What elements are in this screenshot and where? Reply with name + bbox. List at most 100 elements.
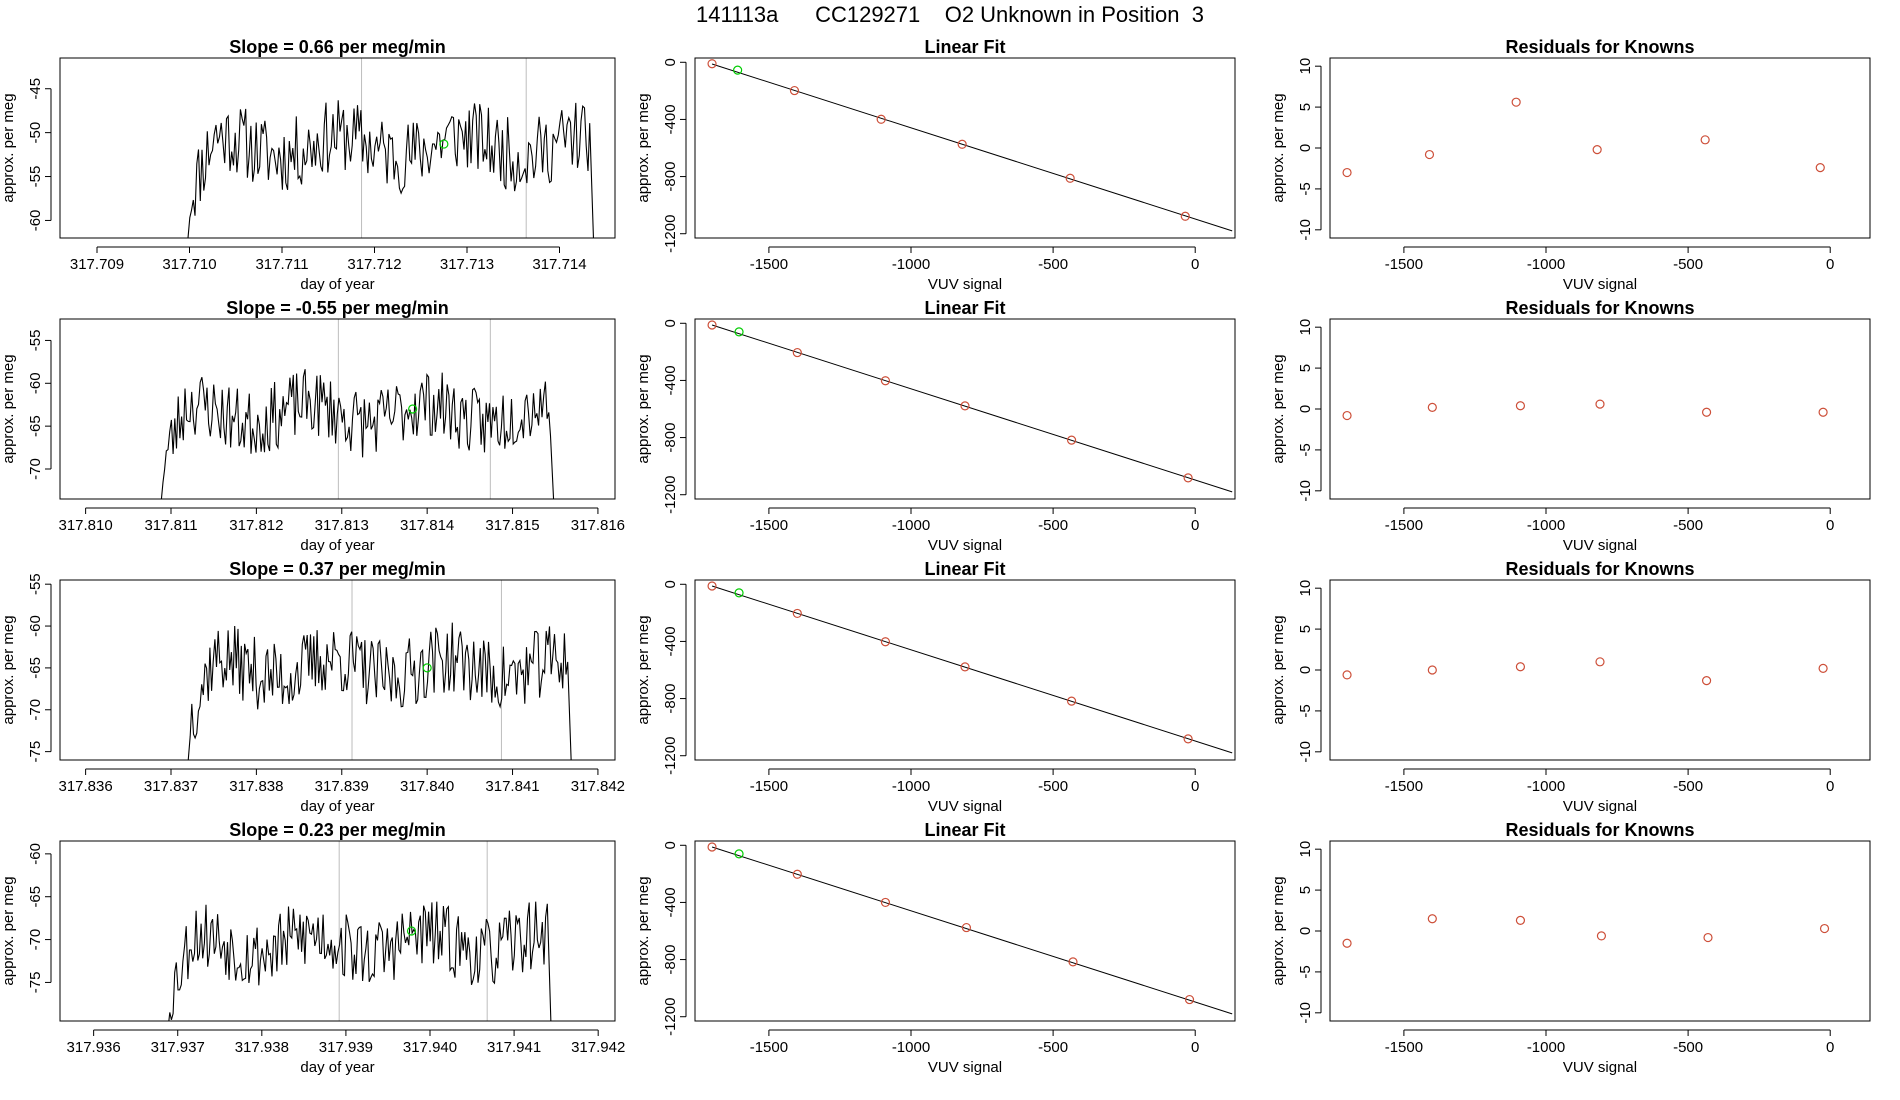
plot-area [707, 59, 1233, 232]
x-tick-label: -500 [1673, 1039, 1703, 1056]
known-point [1183, 734, 1193, 744]
y-tick-label: -400 [662, 626, 679, 656]
x-tick-label: 317.714 [532, 256, 586, 273]
fit-line [711, 585, 1233, 754]
x-tick-label: -1500 [1385, 778, 1423, 795]
y-tick-label: 10 [1297, 580, 1314, 597]
y-tick-label: 0 [1297, 144, 1314, 152]
known-point [1184, 994, 1195, 1005]
y-tick-label: -50 [27, 122, 44, 144]
y-axis-label: approx. per meg [1270, 93, 1287, 202]
y-tick-label: 10 [1297, 58, 1314, 75]
y-tick-label: -10 [1297, 741, 1314, 763]
fit-line [711, 63, 1233, 232]
x-tick-label: 0 [1191, 1039, 1199, 1056]
y-tick-label: 10 [1297, 841, 1314, 858]
x-axis-label: VUV signal [928, 276, 1002, 293]
y-axis-label: approx. per meg [0, 354, 17, 463]
known-point [792, 347, 802, 358]
y-tick-label: 0 [1297, 405, 1314, 413]
x-tick-label: 317.713 [440, 256, 494, 273]
known-point [1180, 211, 1190, 221]
known-point [876, 114, 886, 124]
x-tick-label: 317.936 [67, 1039, 121, 1056]
time-series-panel-1: Slope = 0.66 per meg/min 317.709 317.710 31… [0, 37, 616, 293]
known-point [792, 869, 802, 879]
known-point [957, 139, 967, 149]
residual-point [1342, 167, 1352, 178]
signal-trace [160, 369, 555, 499]
x-tick-label: 317.812 [229, 517, 283, 534]
y-tick-label: -1200 [662, 737, 679, 775]
y-tick-label: 5 [1297, 364, 1314, 372]
x-tick-label: -1500 [750, 517, 788, 534]
plot-frame [694, 579, 1236, 761]
x-axis-label: day of year [300, 798, 374, 815]
linear-fit-panel-3: Linear Fit -1500 -1000 -500 0 VUV signal 0 -400… [635, 559, 1236, 815]
panel-title: Residuals for Knowns [1505, 820, 1694, 840]
residual-point [1342, 670, 1352, 680]
x-tick-label: 317.815 [485, 517, 539, 534]
x-tick-label: -1500 [750, 256, 788, 273]
y-tick-label: 5 [1297, 625, 1314, 633]
y-tick-label: 0 [662, 841, 679, 849]
plot-frame [1329, 57, 1871, 239]
x-tick-label: 317.709 [70, 256, 124, 273]
plot-frame [59, 318, 616, 500]
time-series-panel-4: Slope = 0.23 per meg/min 317.936 317.937 31… [0, 820, 625, 1076]
known-point [707, 320, 717, 330]
y-tick-label: -800 [662, 162, 679, 192]
y-tick-label: -5 [1297, 965, 1314, 978]
known-point [1066, 435, 1077, 445]
x-tick-label: -1000 [892, 778, 930, 795]
x-tick-label: -500 [1038, 256, 1068, 273]
unknown-point [408, 404, 418, 414]
known-point [880, 376, 891, 386]
x-tick-label: 317.842 [571, 778, 625, 795]
plot-frame [694, 318, 1236, 500]
residual-point [1511, 97, 1521, 107]
known-point [1066, 696, 1077, 706]
y-tick-label: -55 [27, 330, 44, 352]
y-tick-label: -70 [27, 929, 44, 951]
unknown-point [734, 588, 744, 598]
residual-point [1342, 938, 1352, 948]
y-tick-label: -60 [27, 615, 44, 637]
y-tick-label: -1200 [662, 476, 679, 514]
y-tick-label: -400 [662, 365, 679, 395]
plot-area [707, 320, 1233, 493]
plot-area [707, 842, 1233, 1015]
x-tick-label: 317.712 [347, 256, 401, 273]
plot-frame [694, 57, 1236, 239]
y-tick-label: 0 [1297, 927, 1314, 935]
y-tick-label: -75 [27, 972, 44, 994]
unknown-point [422, 663, 432, 673]
y-tick-label: 0 [662, 580, 679, 588]
x-tick-label: -1000 [1527, 517, 1565, 534]
y-axis-label: approx. per meg [1270, 354, 1287, 463]
y-axis-label: approx. per meg [0, 93, 17, 202]
y-axis-label: approx. per meg [635, 876, 652, 985]
x-axis-label: VUV signal [928, 537, 1002, 554]
residual-point [1342, 410, 1352, 421]
x-tick-label: -1000 [892, 1039, 930, 1056]
y-axis-label: approx. per meg [0, 876, 17, 985]
known-point [707, 59, 717, 69]
x-tick-label: 0 [1826, 778, 1834, 795]
residual-point [1424, 149, 1435, 160]
x-axis-label: VUV signal [928, 798, 1002, 815]
x-axis-label: VUV signal [1563, 537, 1637, 554]
plot-area [168, 841, 552, 1021]
x-axis-label: day of year [300, 276, 374, 293]
unknown-point [734, 849, 744, 859]
plot-area [1342, 914, 1830, 948]
residual-point [1515, 662, 1526, 672]
x-tick-label: 317.939 [319, 1039, 373, 1056]
time-series-panel-2: Slope = -0.55 per meg/min 317.810 317.811 3… [0, 298, 625, 554]
x-axis-label: day of year [300, 1059, 374, 1076]
residuals-panel-3: Residuals for Knowns -1500 -1000 -500 0 VUV s… [1270, 559, 1871, 815]
x-tick-label: -1500 [1385, 256, 1423, 273]
y-axis-label: approx. per meg [1270, 876, 1287, 985]
x-tick-label: 0 [1191, 256, 1199, 273]
